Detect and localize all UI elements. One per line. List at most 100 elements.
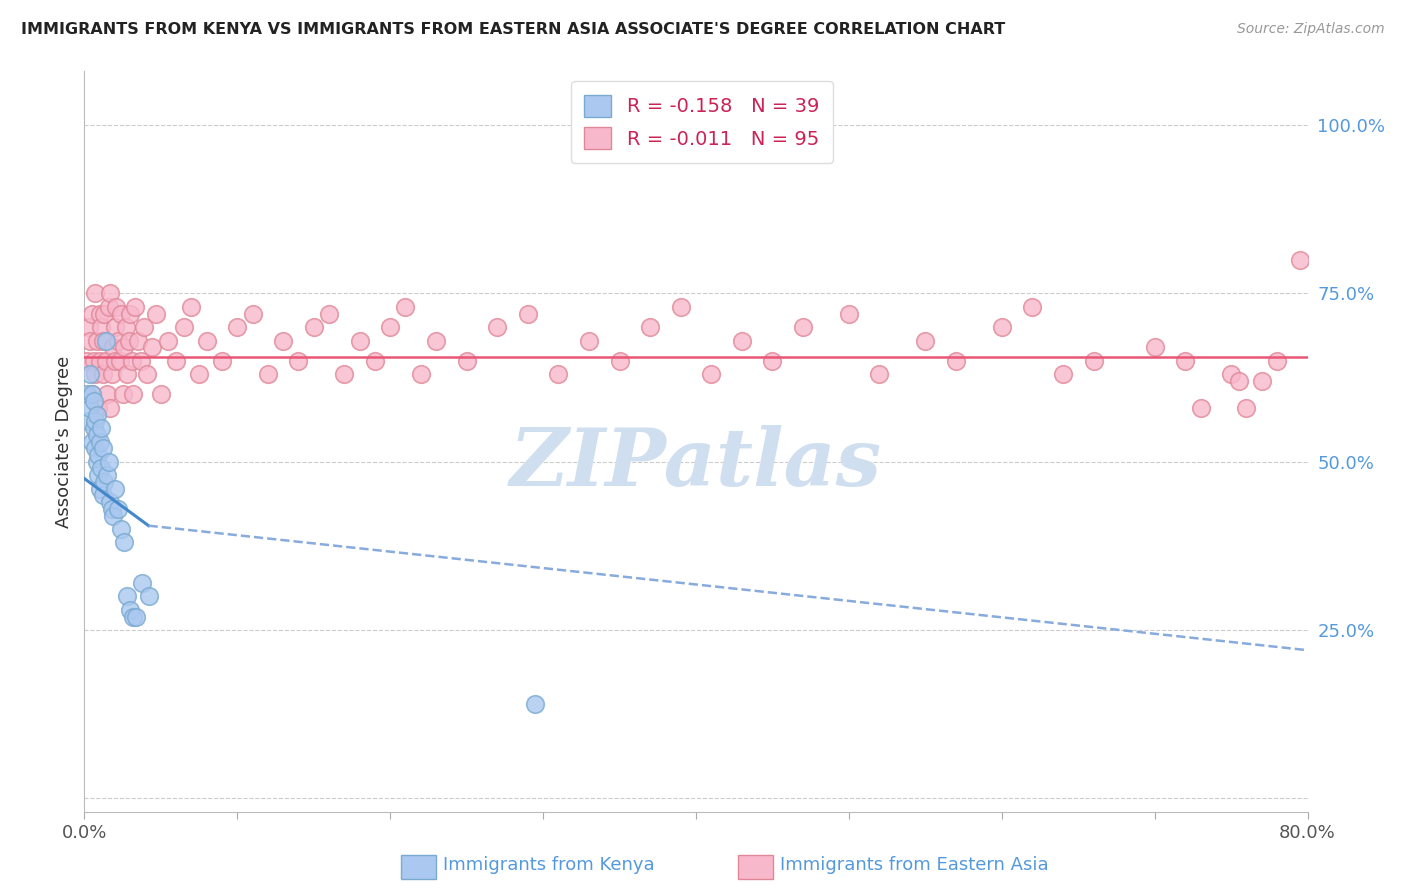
Point <box>124 300 146 314</box>
Point <box>141 340 163 354</box>
Point <box>1227 374 1250 388</box>
Point <box>108 353 131 368</box>
Point <box>86 334 108 348</box>
Point <box>1174 353 1197 368</box>
Point <box>83 394 105 409</box>
Point <box>96 468 118 483</box>
Text: Immigrants from Eastern Asia: Immigrants from Eastern Asia <box>780 856 1049 874</box>
Point <box>103 340 125 354</box>
Point <box>700 368 723 382</box>
Point <box>638 320 661 334</box>
Point <box>115 590 138 604</box>
Point <box>394 300 416 314</box>
Point <box>547 368 569 382</box>
Point <box>1289 252 1312 267</box>
Point <box>132 320 155 334</box>
Point <box>127 334 149 348</box>
Point <box>114 320 136 334</box>
Point <box>76 353 98 368</box>
Point <box>792 320 814 334</box>
Point <box>869 368 891 382</box>
Point <box>107 501 129 516</box>
Point <box>91 368 114 382</box>
Point <box>731 334 754 348</box>
Point <box>86 455 108 469</box>
Point <box>524 697 547 711</box>
Point <box>101 501 124 516</box>
Point <box>226 320 249 334</box>
Point <box>609 353 631 368</box>
Point <box>80 387 103 401</box>
Point <box>111 387 134 401</box>
Point <box>80 434 103 449</box>
Point <box>318 307 340 321</box>
Point <box>89 434 111 449</box>
Point <box>79 368 101 382</box>
Point <box>157 334 180 348</box>
Point <box>87 448 110 462</box>
Point <box>118 334 141 348</box>
Point <box>409 368 432 382</box>
Point <box>96 387 118 401</box>
Point <box>86 408 108 422</box>
Point <box>1052 368 1074 382</box>
Point <box>333 368 356 382</box>
Point <box>84 442 107 456</box>
Point <box>149 387 172 401</box>
Point <box>349 334 371 348</box>
Point <box>89 307 111 321</box>
Point <box>91 334 114 348</box>
Point <box>761 353 783 368</box>
Point <box>105 300 128 314</box>
Point <box>180 300 202 314</box>
Point <box>838 307 860 321</box>
Point <box>364 353 387 368</box>
Point <box>90 421 112 435</box>
Point <box>145 307 167 321</box>
Point <box>104 320 127 334</box>
Point <box>77 414 100 428</box>
Point <box>89 482 111 496</box>
Point <box>80 387 103 401</box>
Point <box>83 353 105 368</box>
Point <box>1021 300 1043 314</box>
Point <box>104 482 127 496</box>
Point <box>991 320 1014 334</box>
Point <box>98 495 121 509</box>
Point <box>188 368 211 382</box>
Point <box>112 535 135 549</box>
Text: IMMIGRANTS FROM KENYA VS IMMIGRANTS FROM EASTERN ASIA ASSOCIATE'S DEGREE CORRELA: IMMIGRANTS FROM KENYA VS IMMIGRANTS FROM… <box>21 22 1005 37</box>
Point <box>516 307 538 321</box>
Point <box>287 353 309 368</box>
Point <box>87 468 110 483</box>
Point <box>120 307 142 321</box>
FancyBboxPatch shape <box>738 855 773 879</box>
Point <box>1236 401 1258 415</box>
Point <box>302 320 325 334</box>
Point <box>115 368 138 382</box>
Point <box>271 334 294 348</box>
Point <box>110 307 132 321</box>
Point <box>76 387 98 401</box>
Point <box>380 320 402 334</box>
Point <box>257 368 280 382</box>
Point <box>669 300 692 314</box>
Point <box>98 286 121 301</box>
Point <box>1265 353 1288 368</box>
Point <box>84 286 107 301</box>
Point <box>79 334 101 348</box>
Point <box>120 603 142 617</box>
Point <box>122 387 145 401</box>
Point <box>90 320 112 334</box>
Point <box>1083 353 1105 368</box>
Point <box>98 401 121 415</box>
Point <box>131 575 153 590</box>
Point <box>136 368 159 382</box>
Point <box>1143 340 1166 354</box>
Point <box>87 401 110 415</box>
Point <box>1250 374 1272 388</box>
Point <box>165 353 187 368</box>
Point <box>195 334 218 348</box>
Point <box>211 353 233 368</box>
Point <box>125 609 148 624</box>
